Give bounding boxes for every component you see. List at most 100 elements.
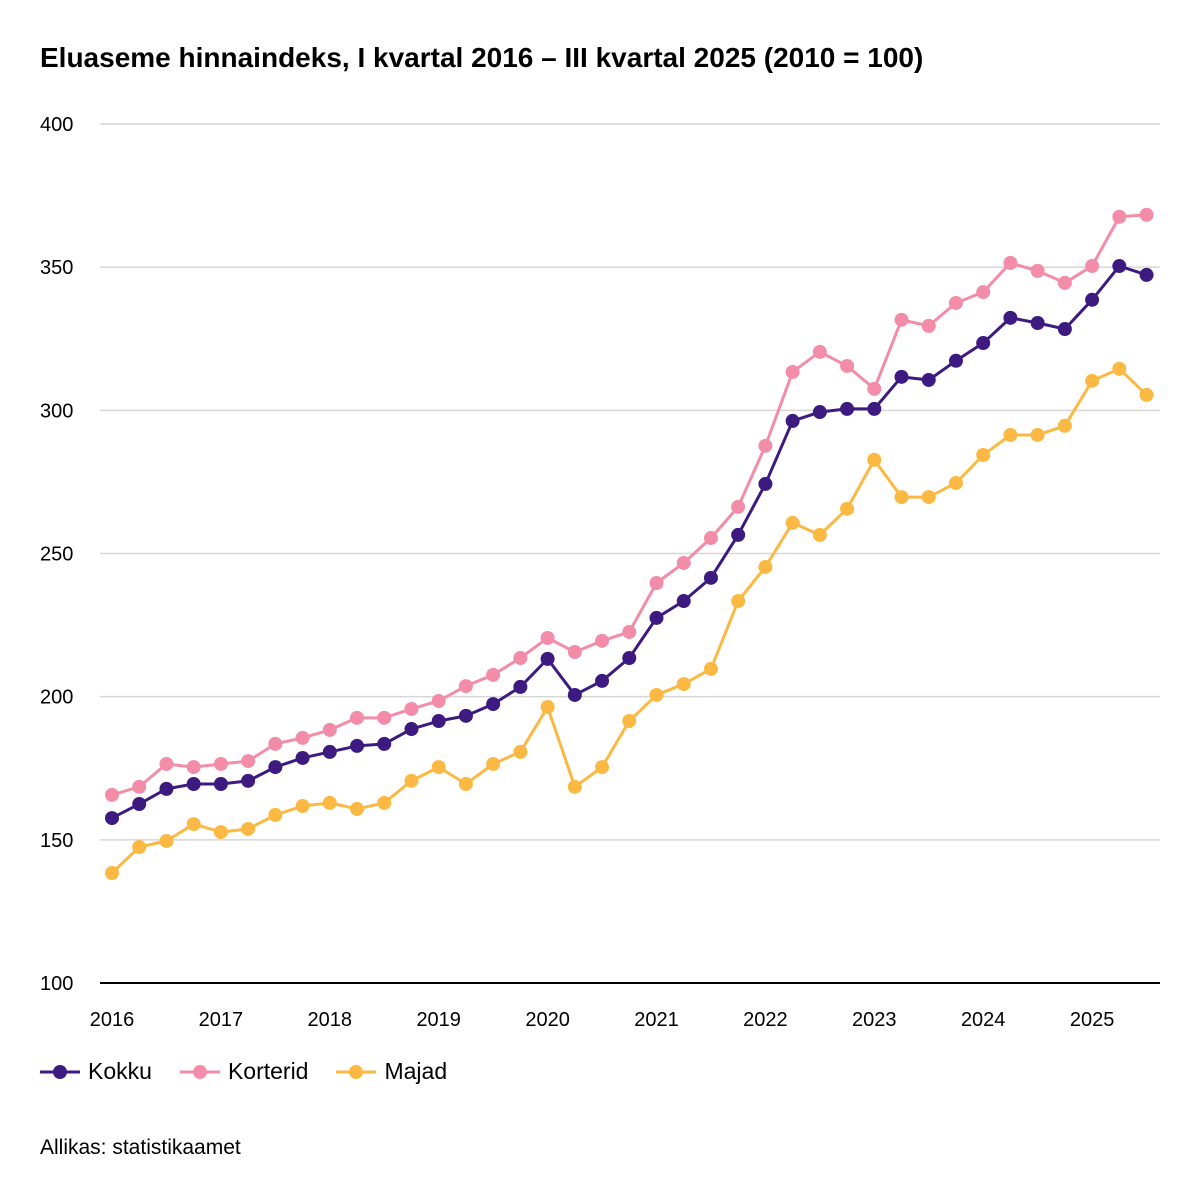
data-point-kokku — [567, 687, 582, 702]
data-point-korterid — [458, 679, 473, 694]
data-point-majad — [676, 677, 691, 692]
data-point-korterid — [812, 344, 827, 359]
data-point-korterid — [622, 624, 637, 639]
data-point-kokku — [350, 738, 365, 753]
data-point-majad — [186, 817, 201, 832]
data-point-korterid — [1030, 263, 1045, 278]
data-point-korterid — [1057, 275, 1072, 290]
x-tick-label: 2017 — [199, 1009, 244, 1031]
data-point-majad — [595, 760, 610, 775]
x-tick-label: 2024 — [961, 1009, 1006, 1031]
data-point-kokku — [241, 773, 256, 788]
y-tick-label: 300 — [40, 400, 73, 422]
data-point-majad — [567, 779, 582, 794]
data-point-korterid — [894, 312, 909, 327]
data-point-majad — [894, 490, 909, 505]
data-point-kokku — [431, 714, 446, 729]
data-point-majad — [649, 687, 664, 702]
data-point-kokku — [213, 776, 228, 791]
data-point-kokku — [976, 336, 991, 351]
data-point-korterid — [105, 787, 119, 802]
data-point-korterid — [513, 651, 528, 666]
legend-item-korterid[interactable]: Korterid — [179, 1058, 309, 1085]
data-point-majad — [1112, 361, 1127, 376]
data-point-kokku — [1030, 316, 1045, 331]
data-point-korterid — [867, 381, 882, 396]
data-point-kokku — [703, 570, 718, 585]
data-point-majad — [1003, 427, 1018, 442]
data-point-kokku — [1003, 310, 1018, 325]
data-point-korterid — [404, 701, 419, 716]
data-point-korterid — [1112, 209, 1127, 224]
data-point-majad — [867, 452, 882, 467]
data-point-majad — [322, 795, 337, 810]
y-tick-label: 350 — [40, 257, 73, 279]
data-point-majad — [785, 515, 800, 530]
legend-item-kokku[interactable]: Kokku — [40, 1058, 152, 1085]
data-point-korterid — [785, 364, 800, 379]
data-point-majad — [458, 776, 473, 791]
legend-label: Majad — [384, 1058, 448, 1084]
data-point-majad — [1057, 418, 1072, 433]
data-point-kokku — [377, 736, 392, 751]
data-point-kokku — [622, 651, 637, 666]
data-point-kokku — [1057, 322, 1072, 337]
data-point-korterid — [1003, 255, 1018, 270]
data-point-majad — [622, 714, 637, 729]
data-point-kokku — [649, 610, 664, 625]
x-tick-label: 2016 — [90, 1009, 135, 1031]
data-point-korterid — [241, 754, 256, 769]
legend-label: Kokku — [88, 1058, 152, 1084]
data-point-kokku — [758, 476, 773, 491]
y-tick-label: 150 — [40, 830, 73, 852]
data-point-majad — [404, 773, 419, 788]
data-point-majad — [241, 821, 256, 836]
data-point-korterid — [840, 358, 855, 373]
y-tick-label: 200 — [40, 687, 73, 709]
data-point-majad — [350, 801, 365, 816]
data-point-korterid — [377, 710, 392, 725]
data-point-kokku — [595, 673, 610, 688]
data-point-kokku — [295, 750, 310, 765]
data-point-kokku — [513, 679, 528, 694]
legend-label: Korterid — [227, 1058, 309, 1084]
data-point-kokku — [1139, 267, 1154, 282]
data-point-majad — [540, 699, 555, 714]
data-point-kokku — [894, 369, 909, 384]
x-tick-label: 2023 — [852, 1009, 897, 1031]
data-point-korterid — [948, 295, 963, 310]
legend-item-majad[interactable]: Majad — [336, 1058, 447, 1085]
data-point-majad — [132, 839, 147, 854]
data-point-korterid — [186, 760, 201, 775]
chart-title: Eluaseme hinnaindeks, I kvartal 2016 – I… — [40, 42, 924, 73]
data-point-korterid — [676, 555, 691, 570]
data-point-kokku — [132, 797, 147, 812]
data-point-majad — [486, 756, 501, 771]
data-point-majad — [431, 760, 446, 775]
x-tick-label: 2020 — [525, 1009, 570, 1031]
data-point-kokku — [731, 527, 746, 542]
series-line-korterid — [111, 213, 1147, 797]
data-point-korterid — [921, 318, 936, 333]
series-line-majad — [110, 367, 1148, 875]
data-point-kokku — [812, 405, 827, 420]
data-point-kokku — [867, 401, 882, 416]
data-point-majad — [703, 661, 718, 676]
data-point-korterid — [540, 630, 555, 645]
data-point-korterid — [758, 438, 773, 453]
legend-marker-icon — [179, 1064, 220, 1079]
data-point-kokku — [840, 401, 855, 416]
data-point-majad — [948, 476, 963, 491]
legend-marker-icon — [336, 1064, 377, 1079]
y-tick-label: 400 — [40, 114, 73, 136]
data-point-kokku — [1112, 259, 1127, 274]
data-point-korterid — [132, 779, 147, 794]
x-tick-label: 2021 — [634, 1009, 679, 1031]
data-point-korterid — [976, 285, 991, 300]
data-point-majad — [921, 490, 936, 505]
data-point-korterid — [159, 756, 174, 771]
data-point-majad — [377, 795, 392, 810]
data-point-korterid — [322, 722, 337, 737]
x-tick-label: 2025 — [1070, 1009, 1115, 1031]
y-tick-label: 100 — [40, 973, 73, 995]
